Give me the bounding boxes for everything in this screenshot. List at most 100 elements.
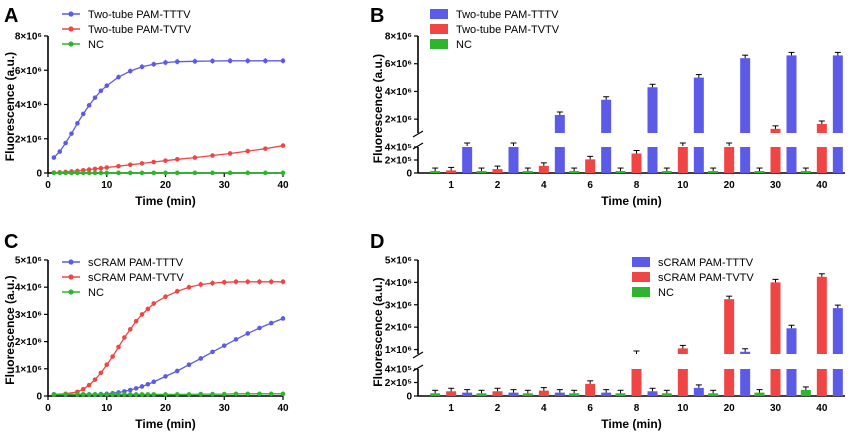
legend-entry: Two-tube PAM-TVTV bbox=[456, 24, 560, 36]
data-point bbox=[86, 392, 92, 397]
data-point bbox=[163, 170, 168, 176]
x-tick-label: 8 bbox=[634, 180, 640, 191]
bar bbox=[740, 147, 751, 173]
bar bbox=[770, 282, 781, 354]
legend-bar-swatch bbox=[430, 9, 448, 19]
y-tick-label: 0 bbox=[406, 392, 412, 403]
data-point bbox=[268, 320, 274, 326]
data-point bbox=[98, 165, 104, 171]
legend-entry: NC bbox=[658, 287, 674, 299]
data-point bbox=[221, 280, 227, 285]
legend-entry: Two-tube PAM-TTTV bbox=[456, 9, 559, 21]
data-point bbox=[127, 387, 133, 393]
data-point bbox=[227, 170, 233, 176]
data-point bbox=[110, 354, 115, 359]
bar bbox=[585, 159, 596, 173]
bar bbox=[724, 299, 735, 354]
data-point bbox=[280, 391, 286, 397]
bar bbox=[786, 369, 797, 396]
data-point bbox=[104, 392, 110, 397]
data-point bbox=[163, 158, 168, 163]
axis-break-mark bbox=[412, 130, 424, 138]
y-tick-label: 5×10⁶ bbox=[385, 256, 412, 267]
data-point bbox=[80, 111, 86, 117]
bar bbox=[816, 123, 827, 133]
y-tick-label: 2×10⁶ bbox=[385, 323, 412, 334]
bar bbox=[476, 171, 487, 173]
data-point bbox=[280, 316, 286, 321]
bar-group bbox=[476, 142, 519, 173]
data-point bbox=[174, 288, 180, 294]
data-point bbox=[116, 74, 121, 80]
bar bbox=[693, 77, 704, 133]
y-tick-label: 4×10⁶ bbox=[15, 100, 42, 111]
bar bbox=[740, 351, 751, 354]
bar bbox=[770, 369, 781, 396]
bar bbox=[708, 171, 719, 173]
data-point bbox=[174, 59, 180, 64]
data-point bbox=[92, 392, 98, 397]
data-point bbox=[280, 58, 286, 64]
bar bbox=[754, 392, 765, 396]
data-point bbox=[116, 392, 121, 397]
y-tick-label: 6×10⁶ bbox=[15, 66, 42, 77]
y-tick-label: 0 bbox=[406, 169, 412, 180]
x-tick-label: 40 bbox=[816, 180, 828, 191]
bar-group bbox=[569, 96, 612, 173]
data-point bbox=[116, 163, 121, 169]
panel-label-a: A bbox=[4, 5, 18, 27]
bar bbox=[538, 390, 549, 396]
data-point bbox=[98, 370, 104, 376]
series-line bbox=[53, 144, 284, 174]
data-point bbox=[110, 392, 115, 397]
bar bbox=[770, 128, 781, 133]
legend-marker bbox=[68, 11, 74, 17]
bar bbox=[740, 369, 751, 396]
data-point bbox=[127, 327, 133, 332]
series-green bbox=[51, 170, 286, 176]
data-point bbox=[145, 382, 151, 387]
data-point bbox=[69, 170, 74, 176]
bar bbox=[446, 170, 457, 173]
data-point bbox=[75, 170, 80, 176]
bar bbox=[601, 99, 612, 133]
bar-group bbox=[522, 111, 565, 173]
data-point bbox=[245, 148, 251, 154]
data-point bbox=[192, 59, 198, 64]
data-point bbox=[139, 392, 145, 397]
data-point bbox=[51, 155, 57, 160]
x-tick-label: 10 bbox=[677, 403, 689, 414]
data-point bbox=[75, 392, 80, 397]
data-point bbox=[233, 337, 239, 342]
data-point bbox=[86, 170, 92, 176]
legend: Two-tube PAM-TTTV Two-tube PAM-TVTV NC bbox=[430, 9, 560, 51]
y-tick-label: 1×10⁶ bbox=[385, 345, 412, 356]
data-point bbox=[245, 331, 251, 336]
x-tick-label: 1 bbox=[448, 403, 454, 414]
data-point bbox=[151, 170, 157, 176]
data-point bbox=[63, 170, 68, 176]
bar bbox=[538, 165, 549, 173]
y-tick-label: 0 bbox=[36, 392, 42, 403]
bar bbox=[786, 147, 797, 173]
bar bbox=[832, 308, 843, 354]
y-tick-label: 3×10⁶ bbox=[385, 300, 412, 311]
x-axis-label: Time (min) bbox=[601, 417, 661, 431]
bar bbox=[476, 393, 487, 396]
x-tick-label: 10 bbox=[101, 180, 113, 191]
bar bbox=[816, 369, 827, 396]
bar bbox=[708, 393, 719, 396]
bar-group bbox=[708, 295, 751, 396]
x-tick-label: 6 bbox=[587, 180, 593, 191]
bar bbox=[816, 276, 827, 354]
series-red bbox=[51, 278, 286, 397]
data-point bbox=[227, 151, 233, 156]
bar bbox=[661, 393, 672, 396]
bar bbox=[647, 391, 658, 396]
legend-entry: sCRAM PAM-TTTV bbox=[658, 257, 754, 269]
data-point bbox=[127, 162, 133, 168]
bar bbox=[430, 393, 441, 396]
data-point bbox=[163, 60, 168, 65]
bar bbox=[554, 392, 565, 396]
data-point bbox=[263, 170, 268, 176]
